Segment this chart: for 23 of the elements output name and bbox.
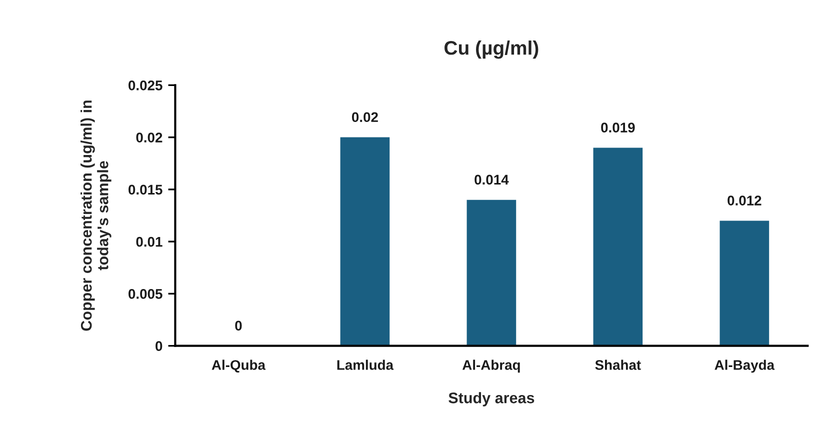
y-tick-label: 0.015: [128, 184, 162, 195]
bar: [593, 148, 643, 346]
data-label: 0.012: [728, 196, 762, 206]
x-axis-title: Study areas: [448, 392, 534, 406]
y-tick-label: 0.005: [128, 289, 162, 299]
x-tick-label: Shahat: [595, 360, 641, 370]
chart-title: Cu (µg/ml): [444, 40, 538, 59]
data-label: 0: [235, 320, 242, 331]
x-tick-label: Lamluda: [337, 360, 394, 370]
x-tick-label: Al-Quba: [212, 360, 266, 373]
bar: [466, 200, 516, 346]
y-tick-label: 0.02: [136, 132, 162, 142]
bar: [340, 137, 390, 346]
y-tick-label: 0.025: [128, 80, 162, 90]
bar: [720, 220, 770, 346]
y-tick-label: 0: [156, 341, 162, 351]
data-label: 0.02: [352, 112, 378, 122]
x-tick-label: Al-Bayda: [714, 360, 775, 373]
data-label: 0.014: [474, 174, 509, 185]
y-tick-label: 0.01: [136, 236, 162, 247]
y-axis-title: Copper concentration (ug/ml) in today's sample: [80, 100, 112, 331]
data-label: 0.019: [601, 122, 635, 132]
x-tick-label: Al-Abraq: [462, 360, 520, 373]
